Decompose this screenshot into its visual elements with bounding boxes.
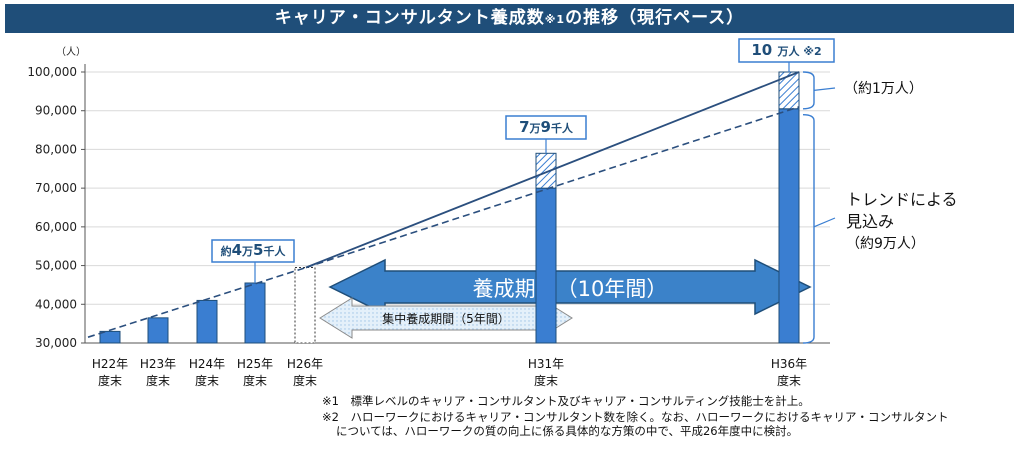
- x-tick-label: 度末: [777, 373, 801, 388]
- x-tick-label: H22年: [92, 357, 128, 371]
- intensive-period-arrow: [319, 297, 573, 339]
- x-tick-label: 度末: [243, 373, 267, 388]
- y-tick-label: 40,000: [35, 297, 77, 311]
- callout-h25: 約4万5千人: [221, 241, 287, 259]
- title-tail: の推移（現行ペース）: [565, 8, 745, 28]
- y-tick-label: 50,000: [35, 259, 77, 273]
- x-tick-label: H26年: [287, 357, 323, 371]
- x-tick-label: H24年: [189, 357, 225, 371]
- bar: [244, 282, 266, 344]
- callout-h31-part: 千人: [551, 121, 574, 135]
- bar: [196, 299, 218, 344]
- callout-h31-box: [505, 115, 587, 140]
- bracket-trend: [802, 114, 815, 344]
- x-tick-label: 度末: [98, 373, 122, 388]
- trend-projection-line: [305, 106, 800, 269]
- bar: [99, 330, 121, 344]
- callout-h25-box: [211, 239, 295, 263]
- historical-trend-line: [87, 266, 307, 338]
- bar-projected: [294, 267, 316, 344]
- y-axis-unit: （人）: [56, 46, 86, 58]
- trend-annotation-line2: 見込み: [846, 212, 894, 231]
- x-tick-label: 度末: [146, 373, 170, 388]
- title-main: キャリア・コンサルタント養成数: [274, 8, 545, 28]
- trend-annotation-line1: トレンドによる: [846, 190, 958, 209]
- bar: [535, 187, 557, 344]
- footnote-2-line2: については、ハローワークの質の向上に係る具体的な方策の中で、平成26年度中に検討…: [336, 424, 799, 438]
- title-footnote-mark: ※1: [544, 13, 566, 26]
- x-tick-label: 度末: [534, 373, 558, 388]
- x-tick-label: 度末: [195, 373, 219, 388]
- callout-h25-part: 約: [221, 244, 232, 258]
- bar-increment: [535, 152, 557, 189]
- footnote-1: ※1 標準レベルのキャリア・コンサルタント及びキャリア・コンサルティング技能士を…: [322, 394, 810, 408]
- callout-h31: 7万9千人: [519, 118, 574, 136]
- callout-h25-part: 万: [241, 245, 253, 258]
- callout-h36-part: ※2: [803, 45, 821, 58]
- callout-h31-part: 万: [529, 122, 541, 135]
- y-tick-label: 60,000: [35, 220, 77, 234]
- callout-h25-part: 5: [253, 241, 263, 259]
- page-title: キャリア・コンサルタント養成数※1の推移（現行ペース）: [5, 4, 1014, 33]
- y-tick-label: 70,000: [35, 181, 77, 195]
- bracket-increment: [802, 71, 815, 110]
- y-tick-label: 90,000: [35, 104, 77, 118]
- x-tick-label: 度末: [293, 373, 317, 388]
- target-pace-line: [305, 71, 800, 269]
- x-tick-label: H31年: [528, 357, 564, 371]
- callout-h36: 10 万人 ※2: [751, 41, 821, 59]
- callout-h25-part: 4: [232, 241, 242, 259]
- trend-annotation-line3: （約9万人）: [846, 236, 925, 252]
- intensive-period-label: 集中養成期間（5年間）: [382, 311, 510, 326]
- y-tick-label: 100,000: [27, 65, 77, 79]
- bar: [778, 108, 800, 344]
- footnote-2-line1: ※2 ハローワークにおけるキャリア・コンサルタント数を除く。なお、ハローワークに…: [322, 410, 949, 424]
- increment-annotation: （約1万人）: [844, 81, 923, 97]
- x-tick-label: H23年: [140, 357, 176, 371]
- callout-h31-part: 7: [519, 118, 529, 136]
- y-tick-label: 80,000: [35, 142, 77, 156]
- increment-leader: [813, 87, 836, 91]
- x-tick-label: H36年: [771, 357, 807, 371]
- bar-increment: [778, 71, 800, 110]
- callout-h36-part: 万人: [776, 44, 803, 58]
- trend-leader: [813, 217, 836, 228]
- callout-h36-box: [738, 38, 835, 63]
- bar: [147, 317, 169, 344]
- training-period-label: 養成期間（10年間）: [473, 277, 668, 301]
- y-tick-label: 30,000: [35, 336, 77, 350]
- x-tick-label: H25年: [237, 357, 273, 371]
- callout-h25-part: 千人: [263, 244, 286, 258]
- callout-h31-part: 9: [541, 118, 551, 136]
- callout-h36-part: 10: [751, 41, 777, 59]
